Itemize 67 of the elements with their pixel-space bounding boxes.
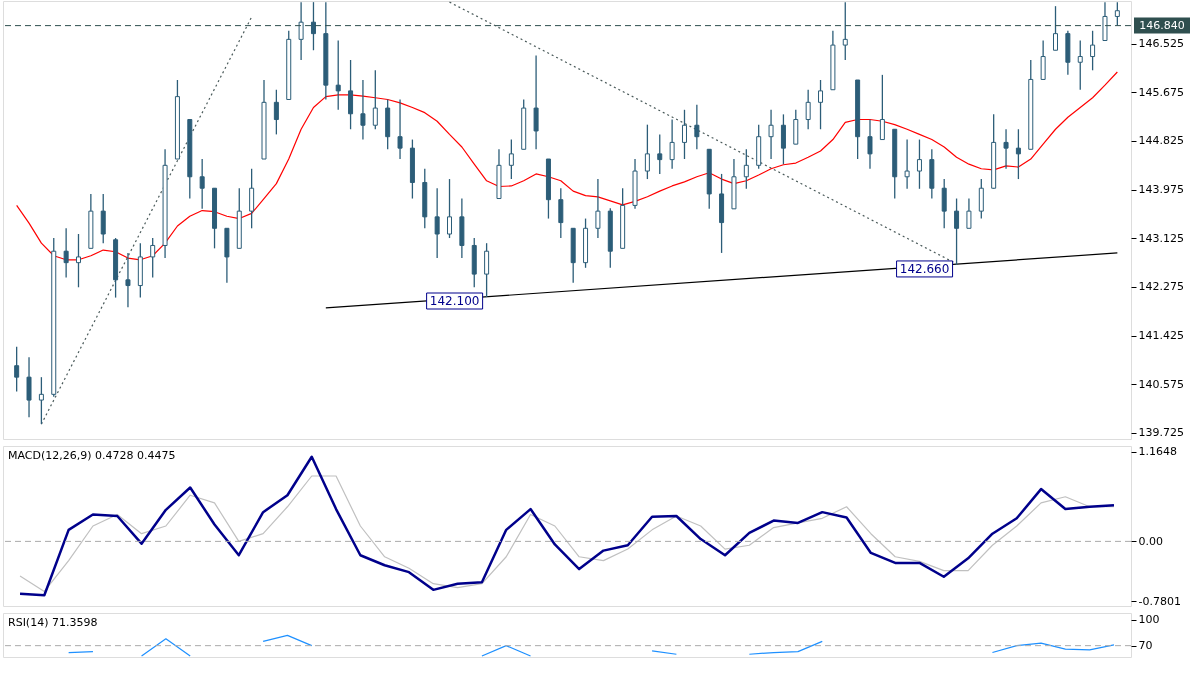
candlestick: [966, 197, 972, 229]
annotation: 142.100: [429, 294, 480, 309]
candlestick: [434, 187, 440, 259]
candlestick: [484, 242, 490, 298]
candlestick: [768, 109, 774, 160]
candlestick: [75, 233, 81, 288]
candlestick: [1003, 128, 1009, 170]
y-tick-label: 70: [1138, 639, 1153, 653]
candlestick: [978, 178, 984, 220]
y-tick-label: 141.425: [1138, 329, 1184, 343]
candlestick: [1053, 5, 1059, 51]
candlestick: [310, 1, 316, 51]
candlestick: [199, 158, 205, 210]
chart-title: RSI(14) 71.3598: [8, 616, 98, 629]
candlestick: [125, 252, 131, 308]
candlestick: [1077, 39, 1083, 91]
candlestick: [657, 133, 663, 175]
candlestick: [644, 124, 650, 180]
y-tick-label: 144.825: [1138, 134, 1184, 148]
chart-title: MACD(12,26,9) 0.4728 0.4475: [8, 449, 176, 462]
candlestick: [447, 178, 453, 239]
candlestick: [360, 79, 366, 141]
candlestick: [941, 178, 947, 229]
candlestick: [1040, 39, 1046, 81]
y-tick-label: 142.275: [1138, 280, 1184, 294]
candlestick: [372, 69, 378, 130]
candlestick: [38, 376, 44, 425]
candlestick: [63, 227, 69, 279]
annotation: 142.660: [899, 261, 950, 276]
candlestick: [805, 89, 811, 130]
y-tick-label: 100: [1138, 613, 1160, 627]
candlestick: [1015, 128, 1021, 180]
candlestick: [26, 356, 32, 418]
y-tick-label: 145.675: [1138, 85, 1184, 99]
candlestick: [249, 168, 255, 229]
candlestick: [904, 138, 910, 190]
candlestick: [595, 178, 601, 239]
candlestick: [818, 79, 824, 130]
candlestick: [558, 187, 564, 239]
candlestick: [273, 89, 279, 136]
candlestick: [916, 138, 922, 190]
candlestick: [14, 346, 20, 393]
candlestick: [335, 39, 341, 111]
candlestick: [681, 109, 687, 160]
candlestick: [867, 118, 873, 170]
candlestick: [508, 138, 514, 180]
candlestick: [694, 103, 700, 150]
candlestick: [397, 98, 403, 160]
y-tick-label: 140.575: [1138, 377, 1184, 391]
candlestick: [100, 193, 106, 244]
y-tick-label: -0.7801: [1138, 594, 1181, 608]
candlestick: [348, 59, 354, 130]
y-tick-label: 143.975: [1138, 183, 1184, 197]
candlestick: [954, 197, 960, 266]
candlestick: [533, 54, 539, 150]
y-tick-label: 139.725: [1138, 426, 1184, 440]
y-tick-label: 146.525: [1138, 37, 1184, 51]
candlestick: [879, 74, 885, 141]
ref-line-label: 146.840: [1139, 18, 1185, 32]
y-tick-label: 0.00: [1138, 534, 1163, 548]
candlestick: [669, 118, 675, 170]
y-tick-label: 143.125: [1138, 231, 1184, 245]
candlestick: [743, 148, 749, 190]
candlestick: [1090, 30, 1096, 71]
candlestick: [780, 113, 786, 165]
y-tick-label: 1.1648: [1138, 445, 1177, 459]
candlestick: [150, 237, 156, 279]
